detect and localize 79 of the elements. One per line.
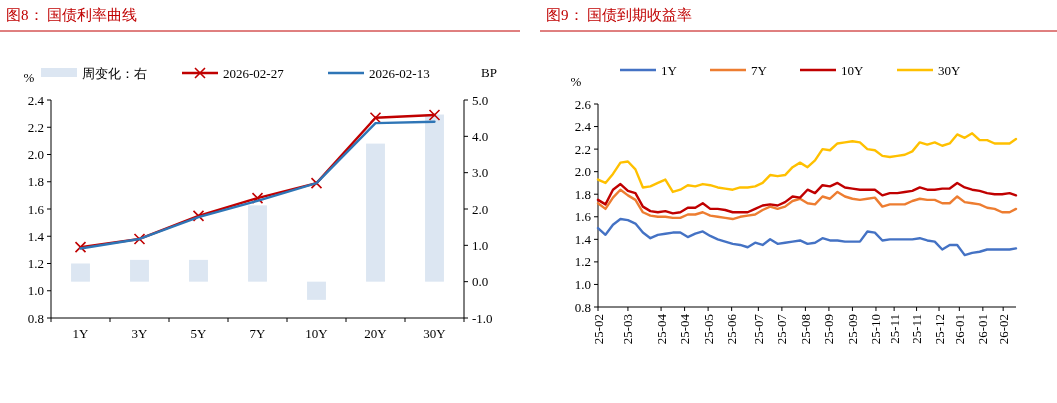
y-tick-label: 1.4 bbox=[27, 228, 45, 244]
y-tick-label: 2.0 bbox=[27, 147, 44, 162]
x-tick-label: 20Y bbox=[364, 326, 388, 341]
x-tick-label: 25-08 bbox=[797, 314, 813, 345]
y-tick-label: 2.4 bbox=[574, 119, 592, 135]
bar bbox=[248, 205, 267, 282]
y-tick-label: 2.6 bbox=[574, 96, 592, 112]
y2-tick-label: 4.0 bbox=[472, 128, 489, 144]
x-tick-label: 25-06 bbox=[724, 313, 740, 345]
point bbox=[133, 233, 146, 245]
y2-axis-title: BP bbox=[481, 65, 497, 80]
y-tick-label: 1.0 bbox=[574, 276, 591, 292]
bar bbox=[366, 143, 385, 282]
y-tick-label: 2.2 bbox=[574, 141, 591, 157]
legend-label: 1Y bbox=[661, 62, 678, 78]
y-tick-label: 1.8 bbox=[27, 174, 44, 190]
y-axis-title: % bbox=[23, 70, 35, 85]
y-axis-title: % bbox=[570, 74, 582, 89]
x-tick-label: 25-12 bbox=[931, 314, 947, 345]
x-tick-label: 25-10 bbox=[868, 314, 884, 345]
line-series bbox=[596, 181, 1018, 215]
x-tick-label: 25-03 bbox=[620, 314, 636, 345]
line-series bbox=[596, 217, 1018, 257]
y-tick-label: 1.2 bbox=[574, 254, 591, 270]
legend-label: 2026-02-13 bbox=[369, 65, 430, 81]
x-tick-label: 10Y bbox=[305, 326, 329, 341]
y-tick-label: 1.6 bbox=[27, 201, 45, 217]
y-tick-label: 1.2 bbox=[27, 256, 44, 271]
bar bbox=[71, 263, 90, 282]
x-tick-label: 26-01 bbox=[975, 314, 991, 345]
chart-title: 图8： 国债利率曲线 bbox=[6, 7, 138, 23]
x-tick-label: 25-11 bbox=[886, 314, 902, 344]
legend-label: 30Y bbox=[938, 62, 961, 78]
x-tick-label: 25-07 bbox=[774, 313, 790, 345]
y-tick-label: 2.2 bbox=[27, 119, 44, 135]
y-tick-label: 0.8 bbox=[574, 299, 591, 315]
y-tick-label: 1.0 bbox=[27, 283, 44, 299]
y-tick-label: 2.0 bbox=[574, 164, 591, 180]
y2-tick-label: 3.0 bbox=[472, 165, 489, 181]
x-tick-label: 1Y bbox=[72, 326, 90, 341]
point bbox=[192, 210, 205, 222]
point bbox=[251, 192, 264, 204]
x-tick-label: 25-07 bbox=[750, 313, 766, 345]
y-tick-label: 1.4 bbox=[574, 231, 592, 247]
y-tick-label: 2.4 bbox=[27, 92, 45, 108]
x-tick-label: 25-11 bbox=[909, 314, 925, 344]
x-tick-label: 5Y bbox=[190, 326, 208, 341]
bar bbox=[189, 259, 208, 282]
bar bbox=[425, 114, 444, 282]
y2-tick-label: -1.0 bbox=[472, 310, 493, 326]
x-tick-label: 30Y bbox=[423, 326, 447, 341]
y2-tick-label: 2.0 bbox=[472, 201, 489, 217]
x-tick-label: 25-04 bbox=[653, 313, 669, 345]
line-series bbox=[596, 188, 1018, 221]
y-tick-label: 1.6 bbox=[574, 209, 592, 225]
x-tick-label: 25-02 bbox=[590, 314, 606, 345]
x-tick-label: 3Y bbox=[131, 326, 149, 341]
legend-label: 7Y bbox=[751, 62, 768, 78]
x-tick-label: 7Y bbox=[249, 326, 267, 341]
y2-tick-label: 1.0 bbox=[472, 237, 489, 253]
x-tick-label: 25-09 bbox=[844, 314, 860, 345]
point bbox=[428, 109, 441, 121]
x-tick-label: 26-02 bbox=[995, 314, 1011, 345]
x-tick-label: 25-04 bbox=[677, 313, 693, 345]
point bbox=[74, 241, 87, 253]
y-tick-label: 0.8 bbox=[27, 310, 44, 326]
y2-tick-label: 0.0 bbox=[472, 274, 489, 290]
line-series bbox=[596, 132, 1018, 194]
y2-tick-label: 5.0 bbox=[472, 92, 489, 108]
legend-label: 2026-02-27 bbox=[223, 65, 285, 81]
legend-label: 周变化：右 bbox=[82, 65, 147, 81]
chart-title: 图9： 国债到期收益率 bbox=[546, 7, 693, 23]
bar bbox=[307, 281, 326, 300]
legend-label: 10Y bbox=[841, 62, 864, 78]
x-tick-label: 25-05 bbox=[700, 314, 716, 345]
x-tick-label: 26-01 bbox=[951, 314, 967, 345]
x-tick-label: 25-09 bbox=[821, 314, 837, 345]
y-tick-label: 1.8 bbox=[574, 186, 591, 202]
bar bbox=[130, 259, 149, 282]
